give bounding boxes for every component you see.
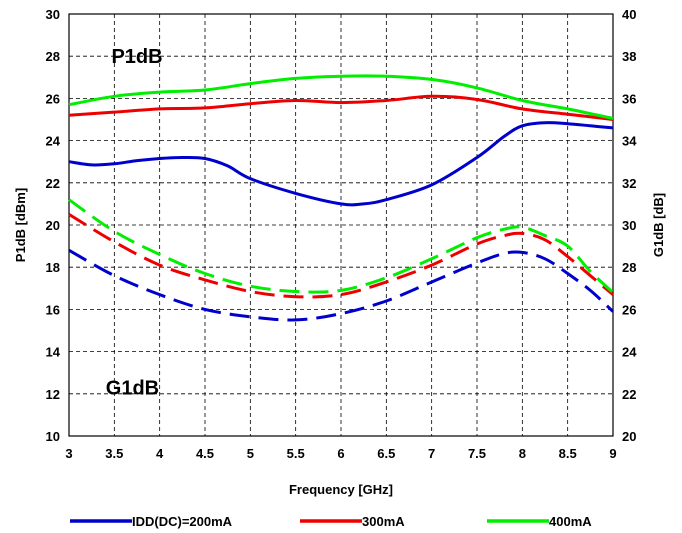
x-tick-label: 5.5: [287, 446, 305, 461]
x-tick-label: 4: [156, 446, 164, 461]
x-tick-label: 7.5: [468, 446, 486, 461]
y-tick-label: 28: [46, 49, 60, 64]
annotations: P1dB G1dB: [106, 46, 163, 399]
y-tick-label: 24: [46, 134, 61, 149]
y-tick-label: 20: [46, 218, 60, 233]
x-axis-label: Frequency [GHz]: [289, 482, 393, 497]
y2-tick-label: 34: [622, 134, 637, 149]
tick-labels: 3 3.5 4 4.5 5 5.5 6 6.5 7 7.5 8 8.5 9 10 12 14 16 18 20 22 2…: [46, 7, 638, 461]
x-tick-label: 8.5: [559, 446, 577, 461]
y2-tick-label: 36: [622, 91, 636, 106]
y2-tick-label: 30: [622, 218, 636, 233]
x-tick-label: 4.5: [196, 446, 214, 461]
x-tick-label: 7: [428, 446, 435, 461]
y2-tick-label: 26: [622, 302, 636, 317]
y2-tick-label: 20: [622, 429, 636, 444]
g1db-series-line-1: [68, 248, 615, 322]
x-tick-label: 8: [519, 446, 526, 461]
y-tick-label: 12: [46, 387, 60, 402]
y2-axis-label: G1dB [dB]: [651, 193, 666, 257]
legend: IDD(DC)=200mA 300mA 400mA: [70, 514, 592, 529]
x-tick-label: 5: [247, 446, 254, 461]
series-group: [68, 74, 615, 322]
y-tick-label: 18: [46, 260, 60, 275]
p1db-series-line-2: [68, 94, 614, 121]
x-tick-label: 6: [337, 446, 344, 461]
annotation-g1db: G1dB: [106, 377, 159, 399]
plot-frame: [68, 13, 614, 437]
annotation-p1db: P1dB: [111, 46, 162, 68]
y-tick-label: 30: [46, 7, 60, 22]
y-tick-label: 16: [46, 302, 60, 317]
y2-tick-label: 38: [622, 49, 636, 64]
x-tick-label: 3.5: [105, 446, 123, 461]
y2-tick-label: 28: [622, 260, 636, 275]
grid: [69, 14, 613, 436]
y-axis-label: P1dB [dBm]: [13, 188, 28, 262]
p1db-series-line-3: [68, 74, 614, 120]
p1db-series-line-1: [68, 121, 614, 207]
y-tick-label: 22: [46, 176, 60, 191]
legend-label: 300mA: [362, 514, 405, 529]
g1db-series-line-3: [68, 198, 615, 294]
y2-tick-label: 22: [622, 387, 636, 402]
y2-tick-label: 32: [622, 176, 636, 191]
legend-label: IDD(DC)=200mA: [132, 514, 233, 529]
x-tick-label: 6.5: [377, 446, 395, 461]
y2-tick-label: 24: [622, 345, 637, 360]
g1db-series-line-2: [68, 213, 614, 299]
y2-tick-label: 40: [622, 7, 636, 22]
y-tick-label: 14: [46, 345, 61, 360]
y-tick-label: 26: [46, 91, 60, 106]
y-tick-label: 10: [46, 429, 60, 444]
x-tick-label: 3: [65, 446, 72, 461]
x-tick-label: 9: [609, 446, 616, 461]
legend-label: 400mA: [549, 514, 592, 529]
